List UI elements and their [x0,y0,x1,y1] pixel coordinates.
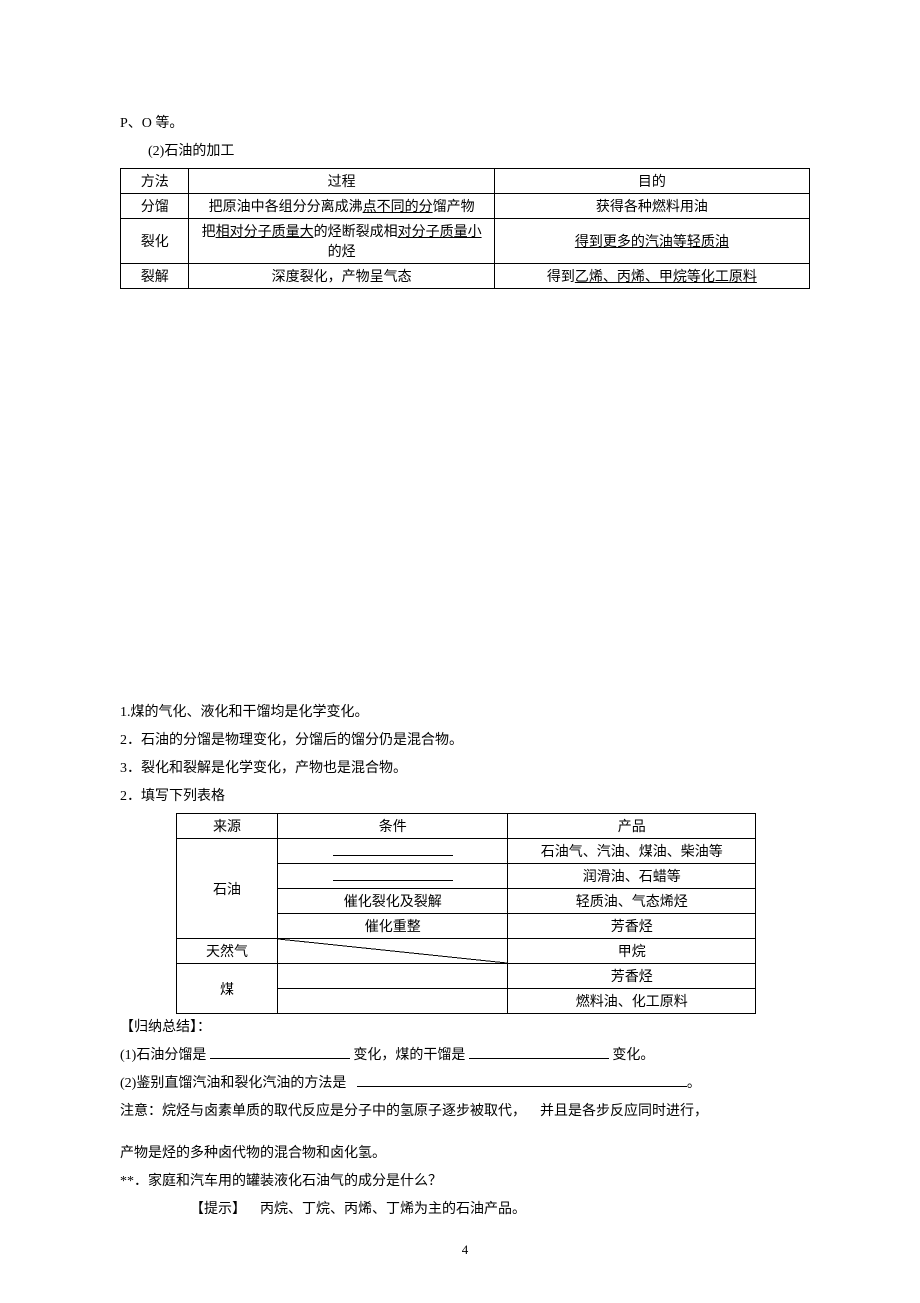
hint-text: 丙烷、丁烷、丙烯、丁烯为主的石油产品。 [260,1202,526,1217]
t2-gas-prod: 甲烷 [508,939,756,964]
t1-r2-u2: 对分子质量小 [398,225,482,240]
q2-blank[interactable] [357,1072,687,1087]
t1-r2-purpose: 得到更多的汽油等轻质油 [494,219,809,264]
t2-petro-cond-1 [278,839,508,864]
t2-coal-cond-2 [278,989,508,1014]
t2-gas-cond-diag [278,939,508,964]
note-3: 3．裂化和裂解是化学变化，产物也是混合物。 [120,755,810,783]
note-line-2: 产物是烃的多种卤代物的混合物和卤化氢。 [120,1140,810,1168]
t1-h-purpose: 目的 [494,169,809,194]
t1-r3-purpose: 得到乙烯、丙烯、甲烷等化工原料 [494,264,809,289]
processing-table: 方法 过程 目的 分馏 把原油中各组分分离成沸点不同的分馏产物 获得各种燃料用油… [120,168,810,289]
t2-petro-cond-4: 催化重整 [278,914,508,939]
note-line-1b: 并且是各步反应同时进行， [540,1104,708,1119]
t2-gas-label: 天然气 [177,939,278,964]
fill-table: 来源 条件 产品 石油 石油气、汽油、煤油、柴油等 润滑油、石蜡等 催化裂化及裂… [176,813,756,1014]
t1-r3-method: 裂解 [121,264,189,289]
t1-r2-pre: 把 [202,225,216,240]
t2-petro-prod-3: 轻质油、气态烯烃 [508,889,756,914]
blank-1[interactable] [333,841,453,856]
t2-petro-cond-3: 催化裂化及裂解 [278,889,508,914]
subheading: (2)石油的加工 [148,138,810,166]
page-number: 4 [120,1242,810,1258]
t1-r2-u1: 相对分子质量大 [216,225,314,240]
q1-b: 变化，煤的干馏是 [353,1048,465,1063]
note-line-1: 注意：烷烃与卤素单质的取代反应是分子中的氢原子逐步被取代， 并且是各步反应同时进… [120,1098,810,1126]
t2-h-source: 来源 [177,814,278,839]
t1-r3-ppre: 得到 [547,270,575,285]
summary-title: 【归纳总结】： [120,1014,810,1042]
q1-blank-2[interactable] [469,1044,609,1059]
t1-r2-post: 的烃 [328,245,356,260]
t1-r1-method: 分馏 [121,194,189,219]
note-2: 2．石油的分馏是物理变化，分馏后的馏分仍是混合物。 [120,727,810,755]
t1-r2-pu: 得到更多的汽油等轻质油 [575,235,729,250]
t1-r2-process: 把相对分子质量大的烃断裂成相对分子质量小的烃 [189,219,494,264]
t1-r1-process: 把原油中各组分分离成沸点不同的分馏产物 [189,194,494,219]
fill-table-heading: 2．填写下列表格 [120,783,810,811]
t2-h-product: 产品 [508,814,756,839]
t1-r1-post: 馏产物 [433,200,475,215]
t2-petro-prod-4: 芳香烃 [508,914,756,939]
note-line-1a: 注意：烷烃与卤素单质的取代反应是分子中的氢原子逐步被取代， [120,1104,526,1119]
t2-coal-prod-2: 燃料油、化工原料 [508,989,756,1014]
top-fragment: P、O 等。 [120,110,810,138]
q2-a: (2)鉴别直馏汽油和裂化汽油的方法是 [120,1076,346,1091]
t2-coal-prod-1: 芳香烃 [508,964,756,989]
blank-2[interactable] [333,866,453,881]
t1-r1-pre: 把原油中各组分分离成沸 [209,200,363,215]
t2-h-cond: 条件 [278,814,508,839]
question-2: (2)鉴别直馏汽油和裂化汽油的方法是 。 [120,1070,810,1098]
t1-r3-process: 深度裂化，产物呈气态 [189,264,494,289]
star-question: **．家庭和汽车用的罐装液化石油气的成分是什么？ [120,1168,810,1196]
t2-petro-cond-2 [278,864,508,889]
t2-petro-prod-1: 石油气、汽油、煤油、柴油等 [508,839,756,864]
t1-r3-pu: 乙烯、丙烯、甲烷等化工原料 [575,270,757,285]
question-1: (1)石油分馏是 变化，煤的干馏是 变化。 [120,1042,810,1070]
t2-coal-label: 煤 [177,964,278,1014]
t1-h-method: 方法 [121,169,189,194]
t2-petro-prod-2: 润滑油、石蜡等 [508,864,756,889]
t1-r2-method: 裂化 [121,219,189,264]
t2-coal-cond-1 [278,964,508,989]
q1-blank-1[interactable] [210,1044,350,1059]
t1-r1-purpose: 获得各种燃料用油 [494,194,809,219]
t1-h-process: 过程 [189,169,494,194]
t1-r2-mid: 的烃断裂成相 [314,225,398,240]
hint-label: 【提示】 [190,1196,246,1224]
note-1: 1.煤的气化、液化和干馏均是化学变化。 [120,699,810,727]
q2-end: 。 [687,1076,701,1091]
q1-c: 变化。 [612,1048,654,1063]
hint-line: 【提示】 丙烷、丁烷、丙烯、丁烯为主的石油产品。 [190,1196,810,1224]
blank-gap [120,289,810,699]
document-page: P、O 等。 (2)石油的加工 方法 过程 目的 分馏 把原油中各组分分离成沸点… [0,0,920,1298]
t1-r1-u: 点不同的分 [363,200,433,215]
q1-a: (1)石油分馏是 [120,1048,206,1063]
t2-petro-label: 石油 [177,839,278,939]
